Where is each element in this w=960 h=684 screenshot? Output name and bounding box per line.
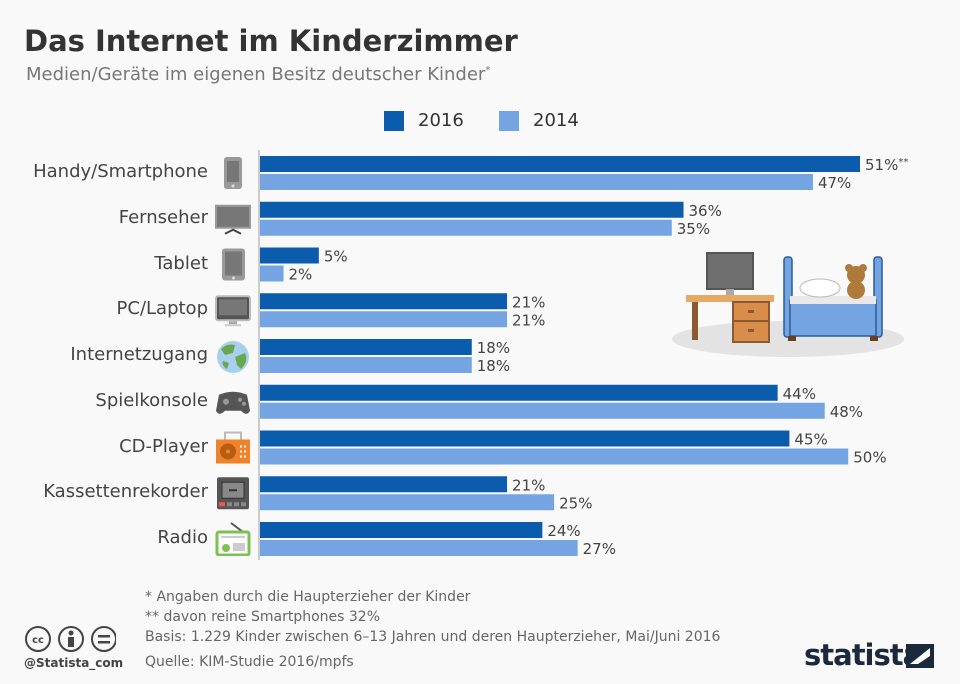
bar-2016 — [260, 430, 790, 447]
cassette-recorder-icon — [217, 477, 249, 510]
data-label: 45% — [794, 431, 827, 449]
category-label: Spielkonsole — [95, 389, 208, 411]
monitor-icon — [215, 295, 251, 327]
statista-logo-icon — [906, 644, 934, 668]
legend-swatch — [499, 110, 519, 131]
bar-2014 — [260, 311, 508, 328]
radio-icon — [215, 522, 251, 556]
category-label: CD-Player — [119, 435, 208, 457]
category-label: PC/Laptop — [116, 298, 208, 320]
data-label: 2% — [289, 266, 313, 284]
bar-2016 — [260, 384, 778, 401]
globe-icon — [217, 341, 249, 373]
smartphone-icon — [224, 157, 242, 189]
cc-license-icons: cc — [25, 626, 116, 652]
legend-label: 2014 — [533, 110, 579, 131]
data-label: 50% — [853, 449, 886, 467]
bar-2014 — [260, 448, 849, 465]
footnote-1: * Angaben durch die Haupterzieher der Ki… — [145, 589, 471, 605]
footnote-basis: Basis: 1.229 Kinder zwischen 6–13 Jahren… — [145, 629, 721, 645]
cd-player-icon — [216, 431, 250, 464]
bar-2014 — [260, 540, 578, 556]
data-label: 44% — [783, 385, 816, 403]
data-label: 25% — [559, 494, 592, 512]
bar-2016 — [260, 156, 860, 172]
statista-logo: statista — [804, 638, 922, 672]
data-label: 5% — [324, 248, 348, 266]
category-label: Fernseher — [118, 206, 208, 228]
bar-2014 — [260, 265, 284, 282]
category-label: Internetzugang — [70, 344, 208, 365]
bar-2014 — [260, 494, 555, 511]
tv-icon — [215, 204, 251, 235]
bar-2016 — [260, 247, 319, 264]
category-label: Handy/Smartphone — [33, 161, 208, 182]
data-label: 18% — [477, 339, 510, 357]
data-label: 47% — [818, 174, 851, 192]
legend-2014: 2014 — [499, 110, 579, 131]
bar-2014 — [260, 174, 813, 190]
bar-2016 — [260, 201, 684, 218]
data-label: 21% — [512, 311, 545, 329]
data-label: 36% — [689, 202, 722, 220]
data-label: 18% — [477, 357, 510, 375]
statista-handle: @Statista_com — [24, 656, 124, 670]
footnote-source: Quelle: KIM-Studie 2016/mpfs — [145, 654, 354, 670]
bar-2016 — [260, 339, 472, 355]
bar-2014 — [260, 402, 825, 419]
category-label: Kassettenrekorder — [43, 481, 208, 503]
data-label: 51%** — [865, 156, 908, 174]
data-label: 24% — [547, 522, 580, 540]
tablet-icon — [222, 248, 245, 281]
bar-2016 — [260, 522, 543, 538]
svg-text:cc: cc — [32, 635, 44, 646]
category-label: Tablet — [154, 252, 208, 274]
gamepad-icon — [216, 391, 250, 414]
bar-2014 — [260, 357, 472, 373]
data-label: 21% — [512, 476, 545, 494]
data-label: 48% — [830, 403, 863, 421]
legend-2016: 2016 — [384, 110, 464, 131]
bar-2014 — [260, 219, 672, 236]
kids-room-illustration — [672, 252, 904, 357]
bar-2016 — [260, 476, 508, 493]
legend-swatch — [384, 110, 404, 131]
subtitle-text: Medien/Geräte im eigenen Besitz deutsche… — [26, 64, 486, 85]
data-label: 35% — [677, 220, 710, 238]
subtitle-mark: * — [485, 65, 491, 76]
data-label: 21% — [512, 293, 545, 311]
chart-subtitle: Medien/Geräte im eigenen Besitz deutsche… — [26, 64, 490, 85]
footnote-2: ** davon reine Smartphones 32% — [145, 609, 380, 625]
bar-2016 — [260, 293, 508, 310]
chart-title: Das Internet im Kinderzimmer — [24, 24, 518, 58]
legend-label: 2016 — [418, 110, 464, 131]
category-label: Radio — [157, 527, 208, 548]
data-label: 27% — [583, 540, 616, 558]
